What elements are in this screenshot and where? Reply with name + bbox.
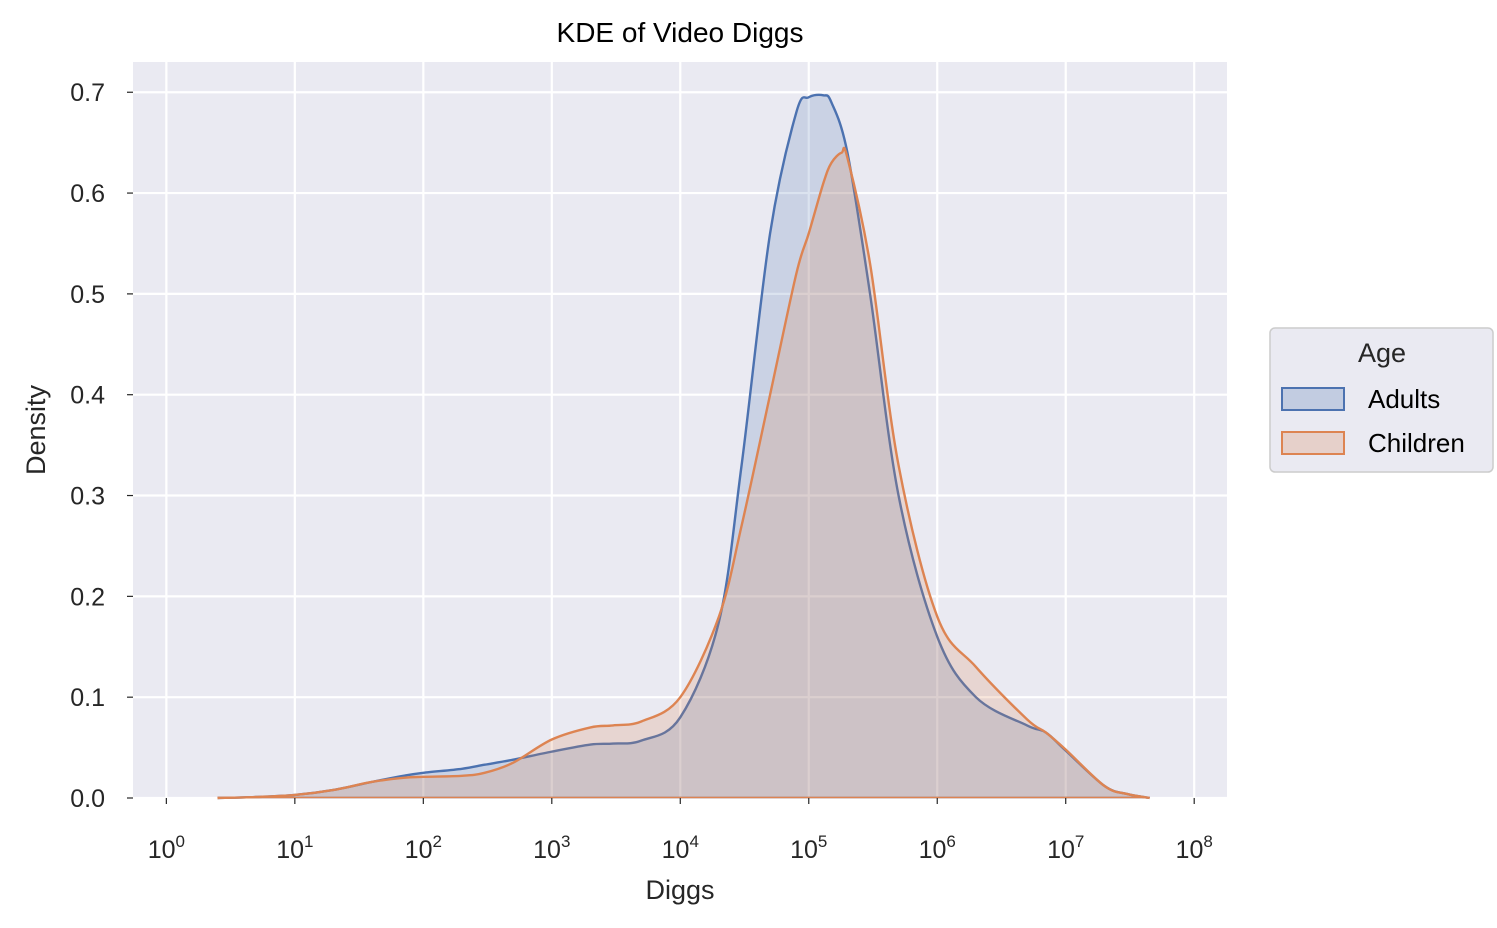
x-axis-ticks: 100 101 102 103 104 105 106 107 108 (148, 798, 1213, 864)
y-tick-label: 0.4 (70, 382, 105, 410)
legend-swatch-children (1281, 431, 1345, 455)
density-line-children (217, 146, 1150, 800)
density-series (217, 93, 1150, 800)
x-tick-label: 105 (790, 832, 827, 864)
x-tick-label: 102 (405, 832, 442, 864)
y-tick-label: 0.7 (70, 79, 105, 107)
y-tick-label: 0.3 (70, 483, 105, 511)
legend-label-children: Children (1368, 428, 1465, 458)
legend-box (1269, 327, 1494, 473)
density-fill-adults (217, 94, 1150, 798)
x-tick-label: 108 (1176, 832, 1213, 864)
y-tick-label: 0.0 (70, 785, 105, 813)
x-tick-label: 106 (919, 832, 956, 864)
x-tick-label: 100 (148, 832, 185, 864)
density-fill-children (217, 147, 1150, 798)
x-axis-label: Diggs (645, 875, 714, 905)
density-line-adults (217, 93, 1150, 800)
legend: Age Adults Children (1269, 327, 1494, 473)
x-tick-label: 107 (1047, 832, 1084, 864)
x-tick-label: 101 (276, 832, 313, 864)
y-axis-ticks: 0.0 0.1 0.2 0.3 0.4 0.5 0.6 0.7 (70, 79, 133, 813)
y-axis-label: Density (21, 384, 51, 475)
y-tick-label: 0.2 (70, 583, 105, 611)
chart-title: KDE of Video Diggs (557, 17, 804, 48)
y-tick-label: 0.5 (70, 281, 105, 309)
y-tick-label: 0.1 (70, 684, 105, 712)
x-tick-label: 104 (662, 832, 699, 864)
x-tick-label: 103 (533, 832, 570, 864)
y-tick-label: 0.6 (70, 180, 105, 208)
legend-title: Age (1358, 338, 1406, 368)
legend-label-adults: Adults (1368, 384, 1440, 414)
legend-swatch-adults (1281, 387, 1345, 411)
